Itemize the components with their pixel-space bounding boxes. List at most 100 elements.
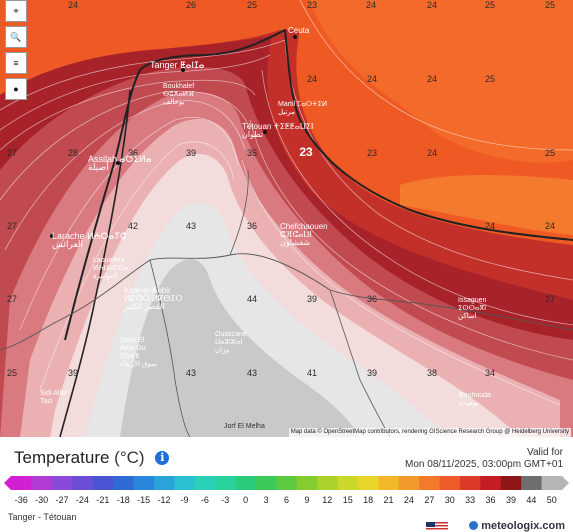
scale-cell — [480, 476, 502, 490]
temp-label: 24 — [427, 148, 437, 158]
scale-cell — [276, 476, 298, 490]
scale-cell — [215, 476, 236, 490]
map-attribution: Map data © OpenStreetMap contributors, r… — [288, 428, 571, 437]
info-icon[interactable]: i — [155, 451, 170, 465]
us-flag-icon[interactable] — [426, 522, 448, 531]
temp-label: 28 — [68, 148, 78, 158]
legend-title: Temperature (°C) i — [14, 448, 170, 468]
scale-label: -15 — [137, 495, 151, 505]
layers-icon[interactable]: ≡ — [5, 52, 27, 74]
scale-label: 12 — [322, 495, 333, 505]
temp-label: 27 — [7, 221, 17, 231]
temp-label: 24 — [366, 0, 376, 10]
city-issaguen: Issaguen ⵉⵙⵙⴰⴳⵏ اساكن — [458, 297, 487, 320]
scale-arrow-left — [4, 476, 11, 490]
scale-label: -27 — [55, 495, 69, 505]
temp-label: 34 — [485, 368, 495, 378]
city-tanger: Tanger ⵟⴰⵏⵊⴰ — [150, 60, 205, 70]
extreme-heat-core — [120, 259, 360, 437]
city-marker — [181, 68, 185, 72]
scale-label: 6 — [283, 495, 290, 505]
weather-map[interactable]: 24 26 25 23 24 24 25 25 24 24 24 25 27 2… — [0, 0, 573, 437]
valid-date: Mon 08/11/2025, 03:00pm GMT+01 — [405, 459, 563, 470]
scale-cell — [419, 476, 441, 490]
zoom-icon[interactable]: 🔍 — [5, 26, 27, 48]
city-ksar-el-kebir: Ksar-el-Kebir ⵍⵇⵚⵔ ⵍⴽⴱⵉⵔ القصر الكبير — [123, 286, 183, 311]
temp-label: 36 — [367, 294, 377, 304]
city-marker — [263, 130, 267, 134]
city-labels: Ceuta Tanger ⵟⴰⵏⵊⴰ Boukhalef ⴱⵓⵅⴰⵍⴼ بوخالف… — [40, 26, 491, 430]
scale-label: 9 — [304, 495, 310, 505]
temperature-labels: 24 26 25 23 24 24 25 25 24 24 24 25 27 2… — [7, 0, 555, 378]
scale-label: 36 — [485, 495, 496, 505]
parameter-name: Temperature — [14, 448, 110, 467]
scale-label: 50 — [546, 495, 557, 505]
temp-label: 39 — [307, 294, 317, 304]
region-name: Tanger - Tétouan — [8, 512, 77, 522]
city-ceuta: Ceuta — [288, 26, 310, 35]
coastline — [64, 28, 573, 341]
temp-label: 44 — [247, 294, 257, 304]
province-boundary — [149, 259, 191, 437]
brand-logo[interactable]: meteologix.com — [469, 520, 565, 532]
location-pin-icon[interactable]: ⌖ — [5, 0, 27, 22]
temp-label: 36 — [128, 148, 138, 158]
scale-label: -36 — [14, 495, 28, 505]
scale-cell — [317, 476, 339, 490]
record-dot-icon[interactable]: ● — [5, 78, 27, 100]
map-toolbar: ⌖ 🔍 ≡ ● — [5, 0, 29, 104]
legend-panel: Temperature (°C) i Valid for Mon 08/11/2… — [0, 437, 573, 532]
atlantic-coast — [59, 89, 131, 437]
temp-label: 24 — [485, 221, 495, 231]
temperature-map-canvas[interactable]: 24 26 25 23 24 24 25 25 24 24 24 25 27 2… — [0, 0, 573, 437]
temp-label: 24 — [367, 74, 377, 84]
brand-name: meteologix.com — [481, 520, 565, 532]
scale-label: -24 — [75, 495, 89, 505]
region-boundary — [0, 253, 573, 351]
color-scale-labels: -36 -30 -27 -24 -21 -18 -15 -12 -9 -6 -3 0 3 6 9 12 15 18… — [0, 495, 573, 507]
city-souk-el-arba: Souk El Arba Du Gharb سوق الأربعاء — [120, 337, 157, 368]
city-chefchaouen: Chefchaouen ⵛⴼⵛⴰⵡⵏ شفشاون — [280, 222, 328, 247]
scale-cell — [296, 476, 318, 490]
brand-icon — [469, 521, 479, 530]
scale-label: 33 — [465, 495, 476, 505]
temp-label: 41 — [307, 368, 317, 378]
temp-label: 43 — [186, 368, 196, 378]
scale-cell — [72, 476, 94, 490]
temp-label: 25 — [247, 0, 257, 10]
city-laouamra: Laouamra ⵍⵄⵡⴰⵎⵔⴰ العوامرة — [93, 257, 129, 280]
scale-label: -6 — [200, 495, 209, 505]
temp-label: 43 — [186, 221, 196, 231]
scale-cell — [11, 476, 32, 490]
temp-label: 38 — [427, 368, 437, 378]
scale-cell — [398, 476, 420, 490]
scale-label: -3 — [221, 495, 230, 505]
scale-label: 18 — [363, 495, 374, 505]
city-sidi-allal: Sidi Allal Tazi — [40, 390, 67, 405]
temp-label: 27 — [7, 148, 17, 158]
scale-cell — [92, 476, 114, 490]
warm-sea-patch — [310, 0, 573, 163]
scale-label: -12 — [157, 495, 171, 505]
color-scale — [4, 476, 569, 490]
city-martil: Martil ⵎⴰⵔⵜⵉⵍ مرتيل — [278, 101, 327, 116]
city-larache: Larache ⵍⵄⵔⴰⵢⵛ العرائش — [52, 231, 127, 250]
temp-label: 24 — [427, 0, 437, 10]
scale-label: 30 — [444, 495, 455, 505]
scale-cell — [337, 476, 359, 490]
scale-label: -30 — [35, 495, 49, 505]
scale-label: 21 — [383, 495, 394, 505]
scale-cell — [51, 476, 73, 490]
temp-label: 24 — [545, 221, 555, 231]
temp-label: 39 — [186, 148, 196, 158]
isotherm-lines — [0, 0, 573, 406]
city-ouazzane: Ouazzane ⵡⴰⵣⵣⴰⵏ وزان — [215, 331, 247, 354]
temp-label: 39 — [68, 368, 78, 378]
scale-cell — [174, 476, 196, 490]
city-jorf: Jorf El Melha — [224, 423, 265, 430]
valid-time: Valid for Mon 08/11/2025, 03:00pm GMT+01 — [405, 447, 563, 471]
city-assilah: Assilah ⴰⵚⵉⵍⴰ أصيلة — [88, 154, 152, 172]
temp-label: 43 — [247, 368, 257, 378]
city-marker — [50, 234, 54, 238]
scale-cell — [153, 476, 175, 490]
